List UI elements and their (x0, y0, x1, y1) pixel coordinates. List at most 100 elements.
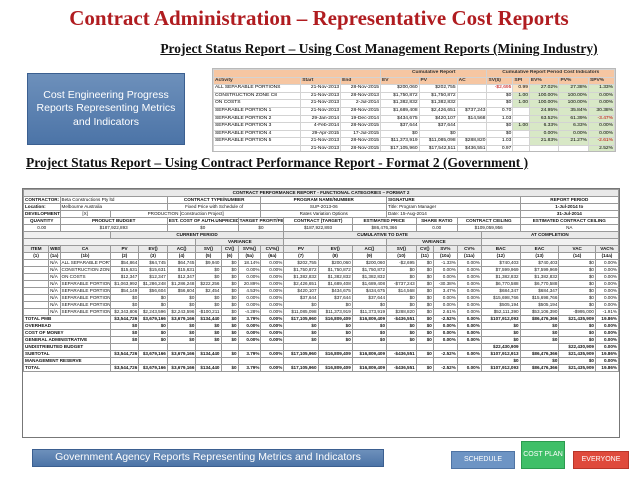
cpr-data-cell: 0.00% (260, 301, 285, 309)
contractor-label: CONTRACTOR: (23, 196, 61, 204)
upper-table-cell: 0.00% (528, 129, 560, 139)
upper-table-cell: -2.61% (587, 137, 615, 146)
cpr-column-index-row: (1) (1a) (1b) (2) (3) (4) (5) (6) (5a) (6a) (7) (8)… (23, 252, 619, 260)
cpr-column-index: (13) (519, 252, 560, 260)
upper-table-row: SEPARABLE PORTION 2 29-Jan-2014 19-Dec-201… (213, 114, 615, 124)
cpr-data-cell: 0.00% (260, 294, 285, 302)
cpr-data-cell: $0 (386, 266, 417, 274)
cpr-data-cell: SEPARABLE PORTION 5 (59, 308, 111, 316)
cpr-summary-row: UNDISTRIBUTED BUDGET $22,430,909 $22,430,9… (23, 343, 619, 351)
cpr-data-cell: SEPARABLE PORTION 2 (59, 287, 111, 295)
cpr-summary-cell: -$436,551 (386, 364, 417, 372)
upper-table-cell: 100.00% (528, 99, 560, 108)
cpr-data-cell: $1,750,872 (283, 266, 319, 274)
cpr-data-cell: 0.00% (594, 280, 619, 288)
upper-header-cell: EV (380, 76, 420, 86)
unpriced-work-value: $0 (166, 224, 239, 232)
cpr-data-cell (23, 301, 50, 309)
cpr-summary-cell: $0 (220, 336, 239, 344)
estimated-price-value: $86,476,366 (351, 224, 417, 232)
cpr-data-cell: $1,689,408 (351, 280, 388, 288)
cpr-summary-cell: TOTAL PMB (23, 315, 111, 323)
cpr-summary-cell: $0 (138, 322, 168, 330)
cpr-summary-row: GENERAL ADMINISTRATIVE $0 $0 $0 $0 $0 0.00% 0.0… (23, 336, 619, 344)
cpr-data-cell: 0.00% (260, 287, 285, 295)
cpr-summary-cell (351, 357, 388, 365)
cpr-data-cell: $11,373,919 (317, 308, 353, 316)
schedule-button[interactable]: SCHEDULE (451, 451, 515, 469)
cpr-summary-cell (317, 343, 353, 351)
upper-table-cell: 28-Nov-2013 (340, 91, 382, 101)
cpr-data-cell: 2.61% (432, 308, 458, 316)
cpr-summary-cell: $0 (195, 336, 222, 344)
cpr-summary-cell (386, 357, 417, 365)
cpr-summary-cell: OVERHEAD (23, 322, 111, 330)
cpr-data-cell: 0.00% (237, 294, 262, 302)
cpr-summary-cell: $16,809,409 (317, 350, 353, 358)
cpr-summary-cell: 3.79% (237, 350, 262, 358)
cpr-data-cell: $6,770,588 (480, 280, 521, 288)
cpr-summary-row: COST OF MONEY $0 $0 $0 $0 $0 0.00% 0.00% $0 $0 $0 $… (23, 329, 619, 337)
upper-table-row: SEPARABLE PORTION 5 21-Nov-2013 28-Nov-201… (213, 137, 615, 146)
cpr-column-header: EAC (519, 245, 560, 253)
upper-table-cell: 24.95% (528, 106, 560, 116)
cpr-summary-cell: $0 (519, 322, 560, 330)
cpr-summary-cell: $16,809,409 (317, 315, 353, 323)
cpr-data-cell: -$995,000 (558, 308, 596, 316)
cpr-summary-cell: UNDISTRIBUTED BUDGET (23, 343, 111, 351)
cpr-data-cell: 0.00% (594, 301, 619, 309)
quantity-value: 0.00 (23, 224, 61, 232)
cpr-summary-cell: 0.00% (237, 336, 262, 344)
callout-government-agency: Government Agency Reports Representing M… (32, 449, 384, 467)
subtitle-cost-management-text: Project Status Report – Using Cost Manag… (160, 41, 598, 56)
cpr-data-cell: $1,382,832 (283, 273, 319, 281)
cpr-data-row: N/A SEPARABLE PORTION 3 $0 $0 $0 $0 $0 0.00% 0.0… (23, 294, 619, 302)
upper-table-cell (512, 106, 530, 116)
cpr-summary-cell: $0 (415, 322, 434, 330)
cpr-summary-cell: $22,430,909 (480, 343, 521, 351)
cpr-column-header: PV (109, 245, 140, 253)
upper-header-cell: AC (456, 76, 488, 86)
cost-plan-button[interactable]: COST PLAN (521, 441, 565, 469)
cpr-column-header: BAC (480, 245, 521, 253)
cpr-summary-cell (237, 357, 262, 365)
cpr-column-header: CV% (456, 245, 482, 253)
cpr-summary-cell: $21,435,909 (558, 350, 596, 358)
cpr-data-cell: $0 (109, 294, 140, 302)
cpr-data-cell: N/A (48, 301, 61, 309)
location-label: Location: (23, 203, 61, 211)
upper-table-cell: $1,382,832 (418, 99, 458, 108)
upper-table-cell: $0 (486, 129, 514, 139)
upper-table-cell: 19-Dec-2014 (340, 114, 382, 124)
upper-table-cell: 1.03 (486, 114, 514, 124)
callout-cost-engineering: Cost Engineering Progress Reports Repres… (27, 73, 185, 145)
subtitle-cost-management: Project Status Report – Using Cost Manag… (0, 41, 638, 57)
cpr-summary-cell (220, 343, 239, 351)
cpr-data-cell: $15,631 (138, 266, 168, 274)
cpr-summary-cell: $16,809,409 (351, 350, 388, 358)
upper-table-cell: $11,373,919 (380, 137, 420, 146)
cpr-data-cell: 20.89% (237, 280, 262, 288)
cpr-data-cell: $420,107 (283, 287, 319, 295)
cpr-summary-cell: -$436,551 (386, 350, 417, 358)
contract-ceiling-value: $109,059,956 (456, 224, 521, 232)
cpr-summary-cell: $0 (220, 322, 239, 330)
cpr-summary-cell (109, 343, 140, 351)
cpr-summary-cell: 0.00% (260, 315, 285, 323)
cpr-summary-cell: $3,544,726 (109, 364, 140, 372)
upper-table-cell: $0 (380, 129, 420, 139)
cpr-data-cell: 0.00% (260, 273, 285, 281)
everyone-button[interactable]: EVERYONE (573, 451, 629, 469)
cpr-summary-cell: $0 (386, 329, 417, 337)
upper-table-row: SEPARABLE PORTION 3 4-Feb-2014 28-Nov-2015… (213, 122, 615, 131)
cpr-summary-cell: $107,912,913 (480, 350, 521, 358)
cpr-summary-cell: 0.00% (432, 322, 458, 330)
cpr-column-index: (4) (166, 252, 197, 260)
cpr-summary-cell (283, 357, 319, 365)
cpr-data-cell: $7,599,969 (480, 266, 521, 274)
cpr-data-cell: $202,755 (283, 259, 319, 267)
cpr-data-cell (23, 287, 50, 295)
cpr-summary-cell: $0 (386, 322, 417, 330)
cpr-data-cell: $54,864 (109, 259, 140, 267)
cpr-summary-cell: $0 (519, 336, 560, 344)
